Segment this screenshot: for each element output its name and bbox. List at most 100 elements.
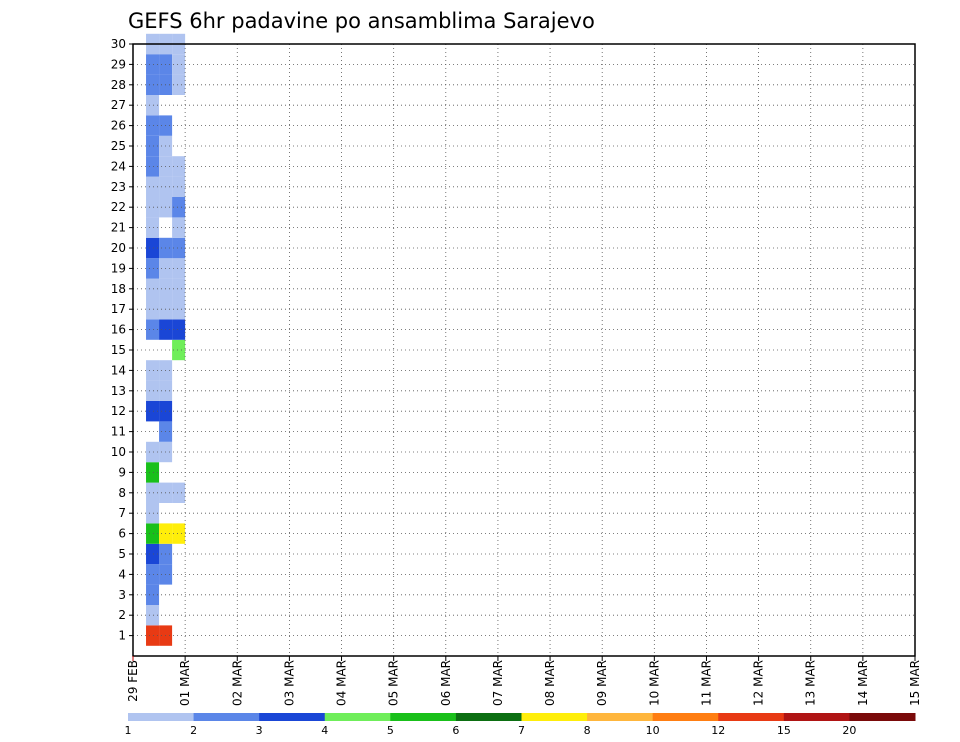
heatmap-cell: [172, 156, 186, 177]
y-tick-label: 30: [111, 37, 126, 51]
x-tick-label: 07 MAR: [491, 660, 505, 706]
heatmap-cell: [172, 237, 186, 259]
x-tick-label: 05 MAR: [387, 660, 401, 706]
heatmap-cell: [146, 135, 160, 157]
y-tick-label: 7: [118, 506, 126, 520]
y-tick-label: 14: [111, 363, 126, 377]
colorbar-label: 2: [190, 724, 197, 737]
x-tick-label: 10 MAR: [647, 660, 661, 706]
y-tick-label: 12: [111, 404, 126, 418]
colorbar-label: 6: [452, 724, 459, 737]
x-tick-label: 03 MAR: [282, 660, 296, 706]
colorbar-swatch: [390, 713, 457, 721]
y-tick-label: 22: [111, 200, 126, 214]
colorbar-label: 12: [711, 724, 725, 737]
y-tick-label: 17: [111, 302, 126, 316]
y-tick-label: 29: [111, 57, 126, 71]
heatmap-cell: [146, 625, 160, 646]
y-tick-label: 16: [111, 323, 126, 337]
colorbar-label: 10: [646, 724, 660, 737]
colorbar-swatch: [324, 713, 391, 721]
colorbar-swatch: [128, 713, 195, 721]
y-tick-label: 24: [111, 159, 126, 173]
colorbar-swatch: [783, 713, 850, 721]
colorbar-swatch: [718, 713, 785, 721]
chart-title: GEFS 6hr padavine po ansamblima Sarajevo: [128, 9, 595, 33]
heatmap-cell: [146, 115, 160, 136]
y-tick-label: 27: [111, 98, 126, 112]
heatmap-cell: [172, 523, 186, 544]
y-tick-label: 13: [111, 384, 126, 398]
heatmap-cell: [172, 278, 186, 299]
y-tick-label: 9: [118, 465, 126, 479]
colorbar-label: 8: [584, 724, 591, 737]
y-tick-label: 11: [111, 425, 126, 439]
colorbar-label: 4: [321, 724, 328, 737]
y-tick-label: 25: [111, 139, 126, 153]
y-tick-label: 4: [118, 567, 126, 581]
colorbar-swatch: [849, 713, 916, 721]
heatmap-cell: [146, 299, 160, 320]
heatmap-cell: [146, 156, 160, 177]
heatmap-cell: [146, 217, 160, 238]
heatmap-cell: [172, 299, 186, 320]
colorbar-label: 5: [387, 724, 394, 737]
heatmap-cell: [146, 360, 160, 381]
y-tick-label: 3: [118, 588, 126, 602]
heatmap-cell: [146, 74, 160, 95]
y-tick-label: 2: [118, 608, 126, 622]
heatmap-cell: [146, 278, 160, 299]
x-tick-label: 14 MAR: [856, 660, 870, 706]
heatmap-cell: [172, 176, 186, 197]
heatmap-cell: [146, 523, 160, 544]
y-tick-label: 19: [111, 261, 126, 275]
x-tick-label: 06 MAR: [439, 660, 453, 706]
heatmap-cell: [146, 605, 160, 626]
grid-layer: [133, 43, 915, 656]
heatmap-cell: [172, 217, 186, 238]
x-tick-label: 11 MAR: [699, 660, 713, 706]
heatmap-cell: [146, 95, 160, 116]
colorbar-label: 15: [777, 724, 791, 737]
heatmap-cell: [172, 258, 186, 279]
x-tick-label: 12 MAR: [752, 660, 766, 706]
heatmap-cell: [146, 503, 160, 524]
y-tick-label: 8: [118, 486, 126, 500]
colorbar: 1 2 3 4 5 6 7 8 10 12 15 20: [125, 713, 916, 737]
heatmap-cell: [172, 197, 186, 218]
x-tick-label: 01 MAR: [178, 660, 192, 706]
y-tick-label: 15: [111, 343, 126, 357]
colorbar-swatch: [193, 713, 260, 721]
heatmap-cell: [146, 54, 160, 75]
y-axis: 1234567891011121314151617181920212223242…: [111, 37, 133, 643]
heatmap-cell: [146, 564, 160, 585]
heatmap-cell: [146, 176, 160, 197]
colorbar-label: 1: [125, 724, 132, 737]
heatmap-cell: [146, 197, 160, 218]
x-tick-label: 15 MAR: [908, 660, 922, 706]
x-tick-label: 29 FEB: [126, 660, 140, 702]
x-axis: 29 FEB 01 MAR 02 MAR 03 MAR 04 MAR 05 MAR 06 M…: [126, 656, 922, 706]
heatmap-cell: [146, 482, 160, 503]
x-tick-label: 04 MAR: [335, 660, 349, 706]
x-tick-label: 08 MAR: [543, 660, 557, 706]
colorbar-label: 20: [842, 724, 856, 737]
heatmap-cell: [146, 258, 160, 279]
y-tick-label: 26: [111, 119, 126, 133]
heatmap-cell: [146, 441, 160, 463]
heatmap-cell: [146, 584, 160, 605]
heatmap-cell: [172, 319, 186, 340]
x-tick-label: 02 MAR: [230, 660, 244, 706]
heatmap-cell: [172, 74, 186, 95]
y-tick-label: 21: [111, 221, 126, 235]
colorbar-label: 3: [256, 724, 263, 737]
y-tick-label: 10: [111, 445, 126, 459]
colorbar-swatch: [652, 713, 719, 721]
heatmap-cell: [146, 401, 160, 422]
x-tick-label: 09 MAR: [595, 660, 609, 706]
y-tick-label: 1: [118, 629, 126, 643]
heatmap-cell: [172, 482, 186, 503]
colorbar-swatch: [455, 713, 522, 721]
heatmap-cell: [172, 339, 186, 361]
